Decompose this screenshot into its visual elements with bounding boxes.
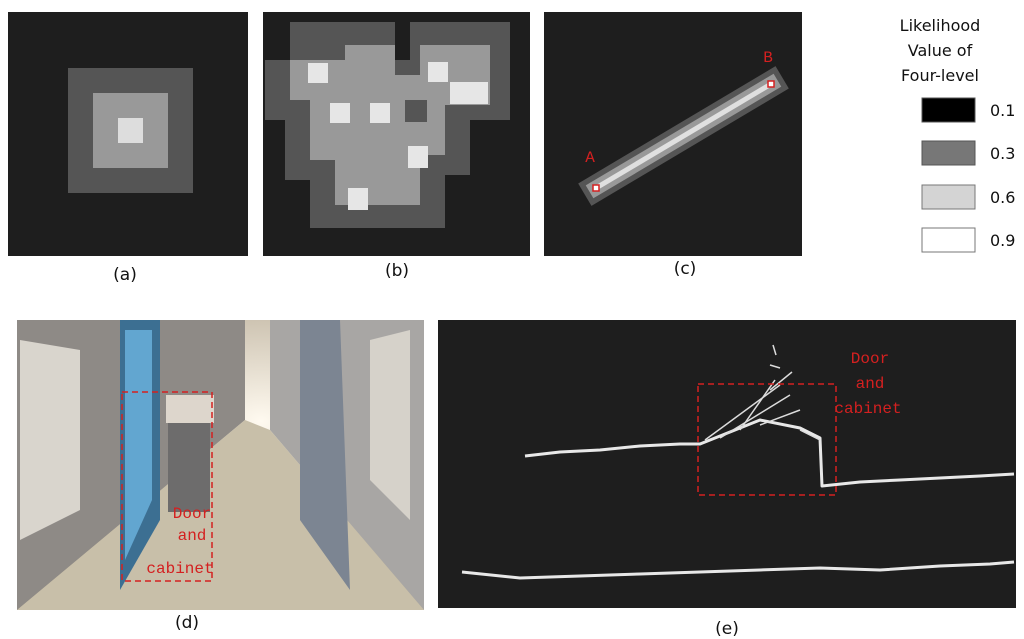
- legend-title: Four-level: [901, 66, 979, 85]
- legend-label: 0.9: [990, 231, 1015, 250]
- panel-c: A B: [544, 12, 802, 256]
- legend-label: 0.3: [990, 144, 1015, 163]
- legend-label: 0.1: [990, 101, 1015, 120]
- annotation: and: [856, 375, 885, 393]
- caption: (a): [113, 265, 137, 285]
- caption: (c): [674, 259, 697, 279]
- point-label: B: [763, 49, 773, 67]
- panel-d: Door and cabinet: [17, 320, 424, 610]
- legend-title: Likelihood: [900, 16, 981, 35]
- legend-title: Value of: [908, 41, 973, 60]
- caption: (b): [385, 261, 409, 281]
- legend-label: 0.6: [990, 188, 1015, 207]
- caption: (e): [715, 619, 739, 639]
- panel-a: [8, 12, 248, 256]
- annotation: Door: [851, 350, 889, 368]
- annotation: cabinet: [146, 560, 213, 578]
- annotation: Door: [173, 505, 211, 523]
- panel-e: Door and cabinet: [438, 320, 1016, 608]
- caption: (d): [175, 613, 199, 633]
- figure: (a) (b) A B (c) Likelihood Value of Four…: [0, 0, 1024, 639]
- annotation: and: [178, 527, 207, 545]
- legend: Likelihood Value of Four-level 0.1 0.3 0…: [900, 16, 1016, 252]
- annotation: cabinet: [834, 400, 901, 418]
- point-label: A: [585, 149, 595, 167]
- panel-b: [263, 12, 530, 256]
